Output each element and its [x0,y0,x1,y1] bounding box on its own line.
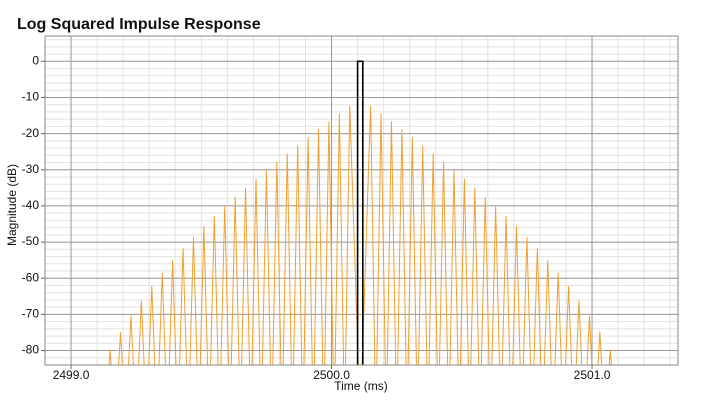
y-tick-label: -70 [22,307,40,321]
plot-border [44,35,679,366]
chart-title: Log Squared Impulse Response [17,16,261,33]
y-axis-label: Magnitude (dB) [5,164,19,246]
y-tick-label: -60 [22,270,40,284]
plot-lines [108,60,612,365]
x-axis-label: Time (ms) [334,379,388,393]
y-tick-label: -40 [22,198,40,212]
x-tick-label: 2499.0 [53,368,90,382]
y-tick-label: -10 [22,90,40,104]
y-tick-label: -30 [22,162,40,176]
y-tick-label: -80 [22,343,40,357]
x-tick-label: 2501.0 [574,368,611,382]
y-tick-label: -50 [22,234,40,248]
plot-area [45,36,678,365]
series-line [356,60,364,365]
y-tick-label: 0 [32,53,39,67]
x-tick-label: 2500.0 [313,368,350,382]
y-tick-label: -20 [22,126,40,140]
